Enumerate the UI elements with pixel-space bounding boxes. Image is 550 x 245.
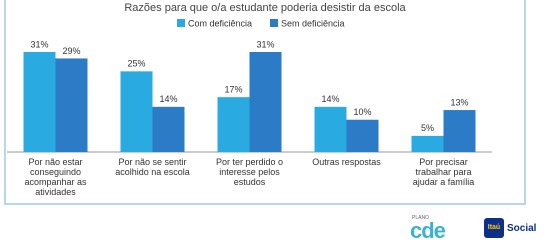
value-label: 14%	[159, 94, 177, 104]
x-tick-label: Por precisar trabalhar para ajudar a fam…	[412, 157, 475, 187]
logo-plano: PLANO	[412, 215, 429, 221]
bar	[443, 110, 476, 152]
x-tick-label: Por não estar conseguindo acompanhar as …	[24, 157, 87, 197]
bar	[120, 71, 153, 152]
logo-cde: cde	[410, 218, 446, 243]
bar	[217, 97, 250, 152]
value-label: 17%	[224, 85, 242, 95]
value-label: 10%	[353, 107, 371, 117]
chart-frame	[4, 0, 526, 205]
chart-title: Razões para que o/a estudante poderia de…	[124, 2, 406, 14]
value-label: 31%	[256, 39, 274, 49]
value-label: 5%	[421, 123, 434, 133]
legend-swatch	[270, 19, 278, 27]
bar	[249, 52, 282, 152]
logo-itau: Itaú	[484, 218, 504, 238]
bar	[55, 58, 88, 152]
value-label: 14%	[321, 94, 339, 104]
legend-label: Com deficiência	[188, 18, 252, 28]
logo-social: Social	[507, 223, 537, 234]
value-label: 31%	[30, 39, 48, 49]
x-tick-label: Por ter perdido o interesse pelos estudo…	[215, 157, 284, 187]
bar	[346, 119, 379, 152]
legend-swatch	[177, 19, 185, 27]
x-tick-label: Por não se sentir acolhido na escola	[115, 157, 190, 177]
value-label: 29%	[62, 46, 80, 56]
value-label: 13%	[450, 97, 468, 107]
legend-label: Sem deficiência	[281, 18, 345, 28]
value-label: 25%	[127, 59, 145, 69]
bar	[411, 135, 444, 152]
bar	[23, 52, 56, 152]
bar	[314, 106, 347, 152]
bar	[152, 106, 185, 152]
x-tick-label: Outras respostas	[312, 157, 381, 167]
